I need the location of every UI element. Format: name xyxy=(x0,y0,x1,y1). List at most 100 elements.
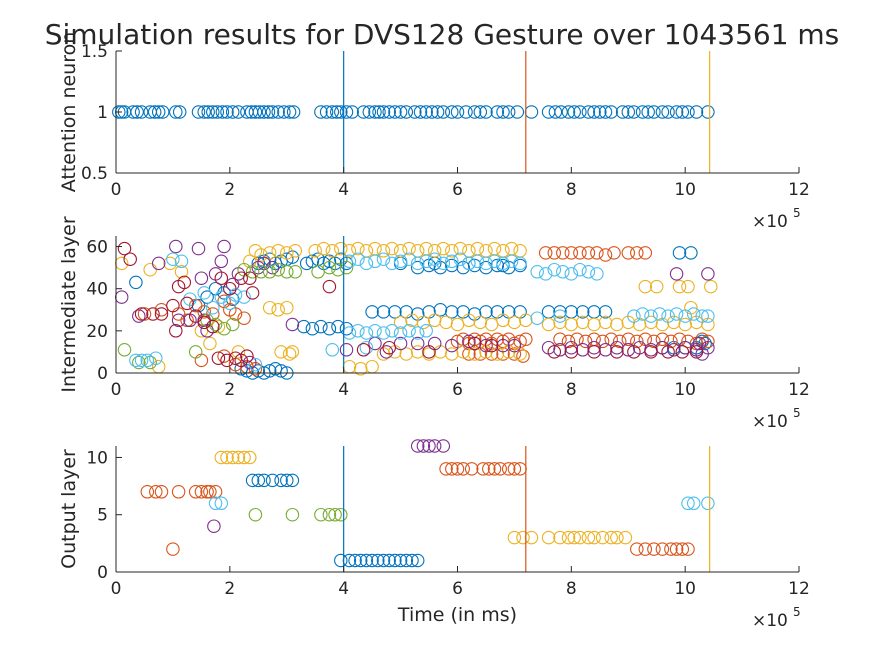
data-point xyxy=(627,105,641,119)
data-point xyxy=(201,105,215,119)
data-point xyxy=(490,258,505,273)
data-point xyxy=(194,271,209,285)
data-point xyxy=(368,105,382,119)
data-point xyxy=(686,307,701,321)
data-point xyxy=(547,246,562,260)
data-point xyxy=(169,239,183,254)
data-point xyxy=(459,105,473,119)
data-point xyxy=(379,345,394,359)
data-point xyxy=(575,343,590,357)
data-point xyxy=(556,246,570,260)
data-point xyxy=(655,542,670,556)
data-point xyxy=(450,462,465,476)
data-point xyxy=(245,286,260,300)
data-point xyxy=(501,105,516,119)
data-point xyxy=(356,343,371,357)
data-point xyxy=(419,105,433,119)
data-point xyxy=(393,105,408,119)
data-point xyxy=(210,105,225,119)
data-point xyxy=(610,340,624,355)
x-tick-label: 2 xyxy=(224,579,235,599)
data-point xyxy=(487,254,502,269)
data-point xyxy=(180,313,194,328)
data-point xyxy=(214,254,229,269)
data-point xyxy=(519,332,533,347)
data-point xyxy=(376,553,391,568)
data-point xyxy=(245,265,260,279)
data-point xyxy=(322,260,337,275)
data-point xyxy=(479,256,493,271)
x-tick-label: 12 xyxy=(788,579,810,599)
data-point xyxy=(564,317,579,332)
data-point xyxy=(701,105,715,119)
data-point xyxy=(277,105,291,119)
data-point xyxy=(237,311,251,325)
x-exponent-label: ×10 xyxy=(752,611,788,631)
data-point xyxy=(365,553,379,568)
x-axis-label: Time (in ms) xyxy=(397,604,517,626)
data-point xyxy=(553,305,567,319)
data-point xyxy=(681,334,695,349)
data-point xyxy=(695,347,709,361)
data-point xyxy=(217,349,231,363)
data-point xyxy=(288,265,303,279)
data-point xyxy=(402,241,416,256)
data-point xyxy=(155,105,170,119)
data-point xyxy=(422,345,436,359)
data-point xyxy=(325,105,340,119)
data-point xyxy=(561,334,576,349)
data-point xyxy=(382,340,396,355)
data-point xyxy=(553,309,567,323)
data-point xyxy=(427,439,442,453)
data-point xyxy=(376,305,391,319)
x-tick-label: 4 xyxy=(338,579,349,599)
data-point xyxy=(436,439,451,453)
data-point xyxy=(564,267,579,281)
data-point xyxy=(285,345,300,359)
data-point xyxy=(339,321,354,336)
data-point xyxy=(215,105,230,119)
data-point xyxy=(248,507,263,522)
x-exponent-label: ×10 xyxy=(752,412,788,432)
data-point xyxy=(262,265,277,279)
x-exponent-power: 5 xyxy=(793,206,801,220)
data-point xyxy=(285,317,300,332)
data-point xyxy=(607,246,621,260)
data-point xyxy=(701,267,715,281)
data-point xyxy=(208,317,223,332)
chart-title: Simulation results for DVS128 Gesture ov… xyxy=(45,18,840,51)
data-point xyxy=(191,105,206,119)
data-point xyxy=(581,265,596,279)
data-point xyxy=(280,265,294,279)
x-tick-label: 6 xyxy=(452,579,463,599)
data-point xyxy=(439,462,453,476)
data-point xyxy=(644,315,658,330)
data-point xyxy=(305,321,320,336)
data-point xyxy=(445,462,459,476)
data-point xyxy=(328,507,342,522)
data-point xyxy=(675,542,690,556)
data-point xyxy=(510,105,525,119)
data-point xyxy=(265,105,280,119)
data-point xyxy=(496,256,510,271)
x-tick-label: 0 xyxy=(111,180,122,200)
data-point xyxy=(393,326,408,340)
data-point xyxy=(649,279,664,294)
data-point xyxy=(262,364,277,378)
data-point xyxy=(410,256,425,271)
data-point xyxy=(217,239,231,254)
data-point xyxy=(595,530,610,545)
data-point xyxy=(353,362,368,376)
data-point xyxy=(274,345,288,359)
data-point xyxy=(305,254,320,269)
data-point xyxy=(388,105,402,119)
data-point xyxy=(598,248,613,262)
data-point xyxy=(154,485,169,499)
data-point xyxy=(359,340,374,355)
data-point xyxy=(479,105,493,119)
data-point xyxy=(627,309,641,323)
data-point xyxy=(573,246,587,260)
data-point xyxy=(297,319,311,334)
data-point xyxy=(496,347,510,361)
